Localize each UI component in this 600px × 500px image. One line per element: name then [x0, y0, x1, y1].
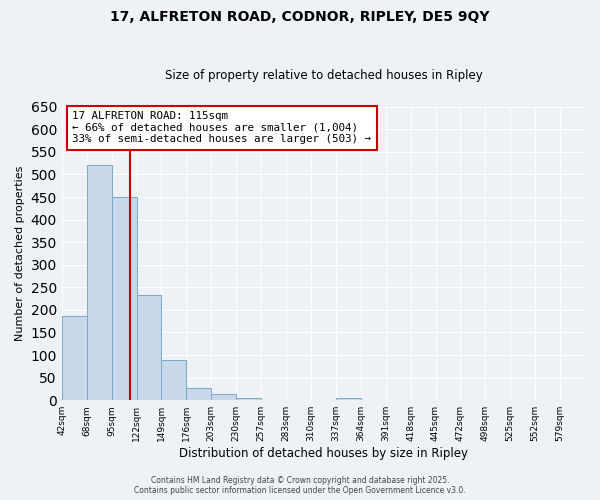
- Bar: [236, 398, 261, 400]
- Text: 17, ALFRETON ROAD, CODNOR, RIPLEY, DE5 9QY: 17, ALFRETON ROAD, CODNOR, RIPLEY, DE5 9…: [110, 10, 490, 24]
- Bar: [336, 398, 361, 400]
- Title: Size of property relative to detached houses in Ripley: Size of property relative to detached ho…: [164, 69, 482, 82]
- Text: Contains HM Land Registry data © Crown copyright and database right 2025.
Contai: Contains HM Land Registry data © Crown c…: [134, 476, 466, 495]
- Bar: [87, 166, 112, 400]
- Bar: [211, 394, 236, 400]
- Bar: [137, 296, 161, 400]
- Bar: [187, 388, 211, 400]
- X-axis label: Distribution of detached houses by size in Ripley: Distribution of detached houses by size …: [179, 447, 468, 460]
- Bar: [112, 197, 137, 400]
- Bar: [161, 360, 187, 400]
- Text: 17 ALFRETON ROAD: 115sqm
← 66% of detached houses are smaller (1,004)
33% of sem: 17 ALFRETON ROAD: 115sqm ← 66% of detach…: [72, 111, 371, 144]
- Bar: [62, 316, 87, 400]
- Y-axis label: Number of detached properties: Number of detached properties: [15, 166, 25, 341]
